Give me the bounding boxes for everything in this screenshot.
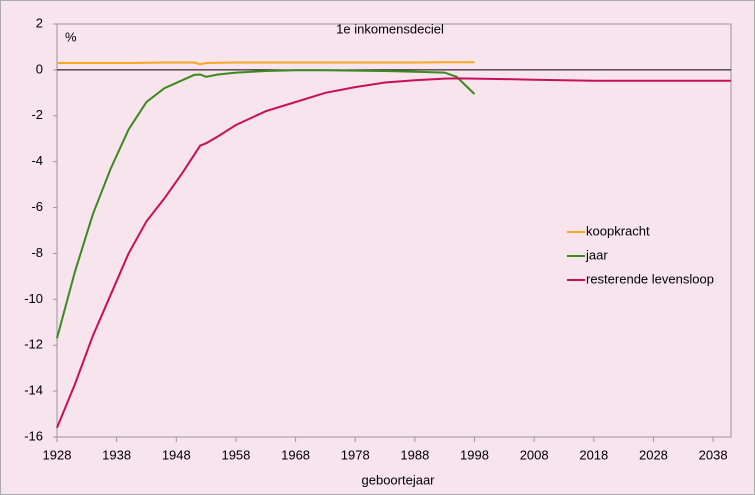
series-line <box>56 77 731 429</box>
y-tick-label: -14 <box>24 383 43 398</box>
legend-label: koopkracht <box>586 223 650 238</box>
x-tick-label: 2028 <box>639 447 668 462</box>
y-tick-label: -6 <box>31 199 43 214</box>
y-tick-label: -10 <box>24 291 43 306</box>
x-axis-label: geboortejaar <box>362 472 436 487</box>
y-unit: % <box>65 29 77 44</box>
x-tick-label: 1998 <box>460 447 489 462</box>
x-tick-label: 1978 <box>341 447 370 462</box>
series-line <box>57 61 475 66</box>
x-tick-label: 2038 <box>699 447 728 462</box>
legend-label: jaar <box>585 247 608 262</box>
y-tick-label: -16 <box>24 428 43 443</box>
x-tick-label: 1938 <box>102 447 131 462</box>
x-tick-label: 1948 <box>162 447 191 462</box>
y-tick-label: -4 <box>31 153 43 168</box>
x-tick-label: 1928 <box>43 447 72 462</box>
x-tick-label: 2008 <box>520 447 549 462</box>
x-tick-label: 1988 <box>400 447 429 462</box>
series-line <box>56 69 476 339</box>
x-tick-label: 2018 <box>579 447 608 462</box>
y-tick-label: 2 <box>36 15 43 30</box>
legend-label: resterende levensloop <box>586 271 714 286</box>
plot-area <box>56 23 732 438</box>
chart-title: 1e inkomensdeciel <box>336 21 444 36</box>
y-tick-label: 0 <box>36 61 43 76</box>
y-tick-label: -8 <box>31 245 43 260</box>
y-tick-label: -2 <box>31 107 43 122</box>
y-tick-label: -12 <box>24 337 43 352</box>
x-tick-label: 1958 <box>221 447 250 462</box>
x-tick-label: 1968 <box>281 447 310 462</box>
